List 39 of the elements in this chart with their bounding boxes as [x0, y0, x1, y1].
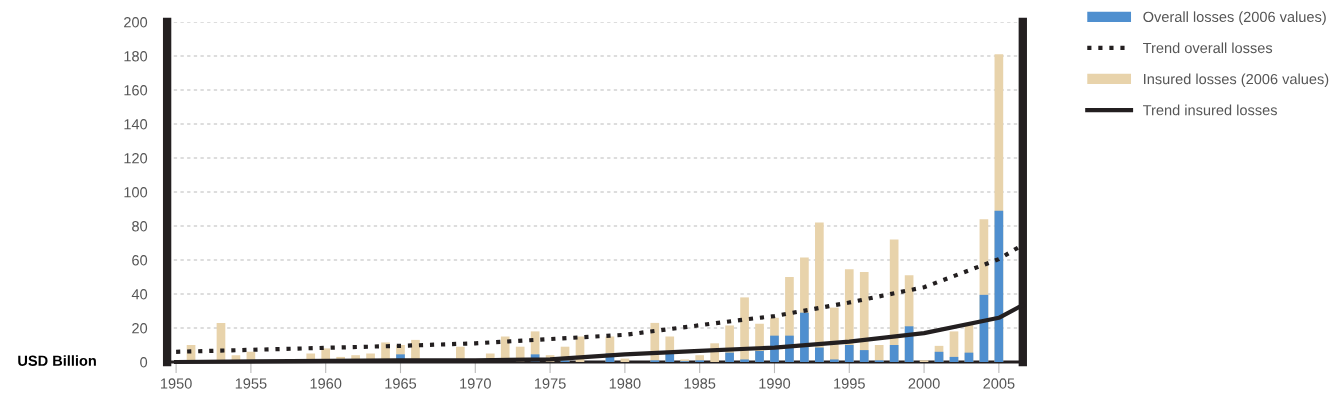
y-tick-label: 100	[124, 187, 148, 198]
y-tick-label: 200	[124, 17, 148, 28]
x-tick-label: 1960	[310, 378, 342, 389]
y-tick-label: 180	[124, 51, 148, 62]
y-tick-label: 120	[124, 153, 148, 164]
x-tick-label: 2000	[908, 378, 940, 389]
bar	[725, 352, 734, 362]
y-axis-title: USD Billion	[18, 355, 96, 366]
x-tick-label: 1980	[609, 378, 641, 389]
legend-label: Insured losses (2006 values)	[1144, 73, 1329, 88]
legend-label: Overall losses (2006 values)	[1143, 11, 1326, 25]
x-tick-label: 1995	[834, 378, 865, 389]
y-tick-label: 0	[140, 357, 148, 368]
x-tick-label: 1950	[160, 378, 192, 389]
y-tick-label: 140	[124, 119, 148, 130]
y-tick-label: 80	[132, 221, 148, 232]
bar	[815, 347, 824, 362]
bar	[934, 351, 944, 362]
legend-label: Trend insured losses	[1143, 104, 1277, 116]
x-tick-label: 1990	[759, 378, 791, 389]
bar	[949, 356, 959, 362]
bar	[889, 345, 899, 362]
x-tick-label: 1970	[460, 378, 491, 389]
legend-label: Trend overall losses	[1143, 42, 1273, 54]
x-tick-label: 1955	[235, 378, 267, 389]
bar	[859, 350, 869, 362]
bar	[829, 359, 839, 362]
bar	[740, 359, 749, 362]
y-tick-label: 60	[132, 255, 148, 266]
x-tick-label: 1985	[684, 378, 716, 389]
x-tick-label: 1975	[534, 378, 566, 389]
bar	[844, 345, 854, 362]
x-tick-label: 1965	[385, 378, 417, 389]
y-tick-label: 160	[124, 85, 148, 96]
y-tick-label: 20	[132, 323, 148, 334]
bar	[755, 350, 764, 362]
y-tick-label: 40	[131, 289, 148, 300]
x-tick-label: 2005	[983, 378, 1015, 389]
bar	[800, 312, 809, 362]
